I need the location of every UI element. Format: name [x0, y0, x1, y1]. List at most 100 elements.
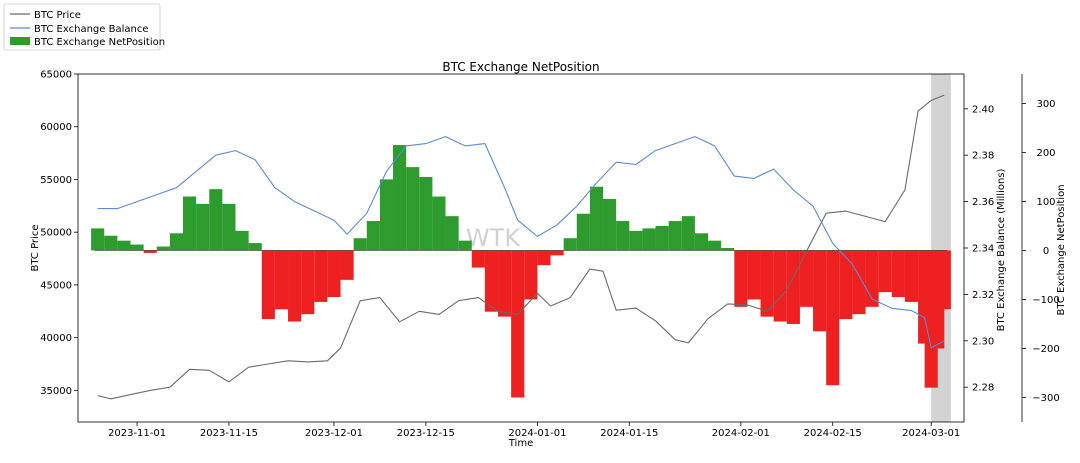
netposition-bar — [708, 240, 722, 251]
y-right2-tick-label: −200 — [1032, 344, 1059, 355]
netposition-bar — [261, 250, 275, 320]
legend-label-price: BTC Price — [34, 10, 81, 21]
netposition-bar — [937, 250, 951, 310]
netposition-bar — [498, 250, 512, 317]
netposition-bar — [196, 203, 210, 251]
netposition-bar — [786, 250, 800, 324]
netposition-bar — [288, 250, 302, 322]
netposition-bar — [445, 216, 459, 251]
y-right-tick-label: 2.38 — [972, 151, 994, 162]
netposition-bar — [143, 250, 157, 253]
netposition-bar — [353, 238, 367, 251]
netposition-bar — [576, 213, 590, 251]
y-left-tick-label: 40000 — [40, 333, 72, 344]
y-left-tick-label: 55000 — [40, 175, 72, 186]
netposition-bar — [156, 246, 170, 251]
y-right2-tick-label: 200 — [1036, 148, 1055, 159]
x-tick-label: 2024-01-01 — [508, 428, 566, 439]
x-tick-label: 2023-11-01 — [108, 428, 166, 439]
netposition-bar — [813, 250, 827, 332]
netposition-bar — [721, 248, 735, 251]
netposition-bar — [484, 250, 499, 312]
btc-price-line — [97, 94, 945, 400]
legend-box — [3, 3, 161, 51]
x-tick-label: 2023-11-15 — [200, 428, 258, 439]
y-right2-tick-label: 100 — [1036, 197, 1055, 208]
netposition-bar — [826, 250, 840, 386]
x-tick-label: 2023-12-01 — [305, 428, 363, 439]
y-right2-tick-label: 0 — [1043, 246, 1049, 257]
y-right-tick-label: 2.28 — [972, 383, 994, 394]
y-axis-label-left: BTC Price — [30, 225, 41, 272]
netposition-bar — [839, 250, 853, 320]
netposition-bar — [537, 250, 551, 266]
netposition-bar — [642, 228, 656, 251]
netposition-bar — [891, 250, 905, 298]
netposition-bar — [274, 250, 289, 310]
netposition-bar — [169, 233, 184, 251]
netposition-bar — [117, 240, 131, 251]
netposition-bar — [366, 221, 380, 251]
y-left-tick-label: 50000 — [40, 228, 72, 239]
netposition-bar — [340, 250, 354, 280]
x-tick-label: 2024-02-01 — [712, 428, 770, 439]
netposition-bar — [603, 198, 617, 251]
netposition-bar — [458, 240, 472, 251]
netposition-bar — [393, 145, 407, 251]
netposition-bar — [799, 250, 814, 307]
series-lines — [97, 94, 945, 400]
netposition-bar — [681, 216, 695, 251]
netposition-bar — [563, 238, 577, 251]
y-axis-label-right: BTC Exchange Balance (Millions) — [996, 168, 1007, 331]
y-right2-tick-label: −300 — [1032, 393, 1059, 404]
chart-title: BTC Exchange NetPosition — [442, 60, 599, 74]
y-right2-tick-label: −100 — [1032, 295, 1059, 306]
netposition-bar — [734, 250, 748, 307]
netposition-bar — [327, 250, 341, 298]
netposition-bar — [524, 250, 538, 300]
netposition-bars — [91, 145, 951, 398]
legend-label-netposition: BTC Exchange NetPosition — [34, 37, 165, 48]
netposition-bar — [130, 244, 144, 251]
x-tick-label: 2023-12-15 — [397, 428, 455, 439]
netposition-bar — [91, 228, 105, 251]
netposition-bar — [301, 250, 315, 315]
axes: 2023-11-01 2023-11-15 2023-12-01 2023-12-15… — [40, 70, 1060, 440]
netposition-bar — [183, 196, 197, 251]
netposition-bar — [589, 186, 604, 251]
netposition-bar — [222, 203, 236, 251]
netposition-bar — [314, 250, 328, 302]
y-right-tick-label: 2.34 — [972, 244, 994, 255]
netposition-bar — [616, 221, 630, 251]
netposition-bar — [419, 176, 433, 251]
netposition-bar — [248, 243, 262, 251]
netposition-bar — [655, 225, 669, 251]
y-right-tick-label: 2.40 — [972, 104, 994, 115]
netposition-bar — [694, 233, 709, 251]
y-left-tick-label: 60000 — [40, 122, 72, 133]
btc-exchange-balance-line — [97, 136, 945, 349]
netposition-bar — [511, 250, 525, 398]
x-tick-label: 2024-01-15 — [600, 428, 658, 439]
netposition-bar — [432, 196, 446, 251]
y-right-tick-label: 2.30 — [972, 336, 994, 347]
legend-label-balance: BTC Exchange Balance — [34, 24, 148, 35]
netposition-bar — [878, 250, 892, 293]
x-axis-label: Time — [508, 438, 533, 449]
y-axis-label-right2: BTC Exchange NetPosition — [1056, 184, 1067, 315]
legend-swatch-netposition — [10, 37, 30, 45]
y-right-tick-label: 2.32 — [972, 290, 994, 301]
y-left-tick-label: 45000 — [40, 280, 72, 291]
y-left-tick-label: 35000 — [40, 386, 72, 397]
y-right2-tick-label: 300 — [1036, 99, 1055, 110]
netposition-bar — [550, 250, 564, 256]
watermark: WTK — [466, 224, 521, 252]
netposition-bar — [773, 250, 787, 322]
netposition-bar — [747, 250, 761, 300]
legend: BTC Price BTC Exchange Balance BTC Excha… — [3, 3, 165, 51]
netposition-bar — [629, 230, 643, 251]
netposition-bar — [379, 179, 394, 251]
netposition-bar — [104, 235, 118, 251]
